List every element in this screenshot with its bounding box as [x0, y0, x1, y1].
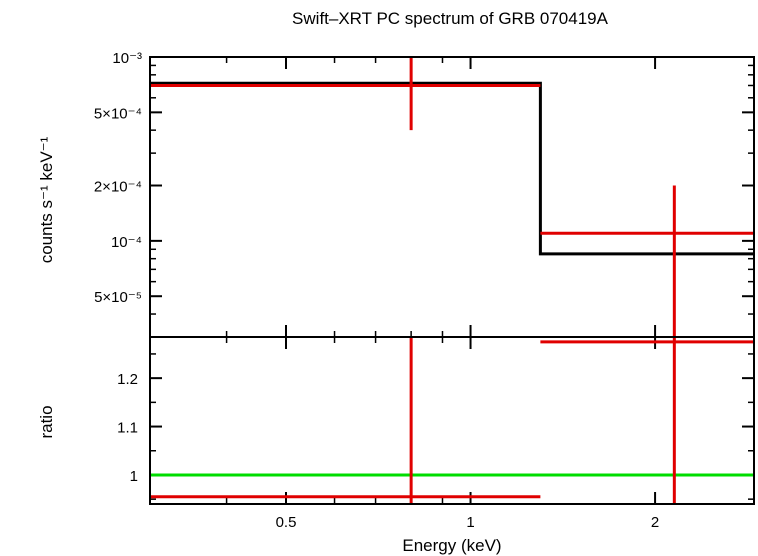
- y-tick-label-top: 10⁻⁴: [111, 234, 142, 251]
- top-panel-frame: [149, 56, 755, 338]
- top-panel-marks: [150, 57, 754, 337]
- chart-title: Swift–XRT PC spectrum of GRB 070419A: [292, 9, 609, 28]
- y-tick-label-bottom: 1.2: [117, 371, 138, 388]
- y-tick-label-top: 5×10⁻⁵: [94, 289, 142, 306]
- y-axis-label-bottom: ratio: [37, 405, 56, 438]
- y-tick-label-bottom: 1.1: [117, 420, 138, 437]
- x-tick-label: 0.5: [276, 514, 297, 531]
- model-step-line: [150, 81, 754, 256]
- x-tick-label: 2: [651, 514, 659, 531]
- data-point-top: [540, 185, 754, 337]
- y-tick-label-bottom: 1: [130, 468, 138, 485]
- top-panel-ticks: 10⁻³ 5×10⁻⁴ 2×10⁻⁴ 10⁻⁴ 5×10⁻⁵: [94, 50, 754, 338]
- data-point-top: [150, 57, 541, 131]
- data-point-ratio: [150, 337, 541, 504]
- bottom-panel-ticks: 0.5 1 2 1 1.1 1.2: [117, 57, 754, 531]
- y-tick-label-top: 10⁻³: [112, 50, 142, 67]
- y-axis-label-top: counts s⁻¹ keV⁻¹: [37, 136, 56, 263]
- x-tick-label: 1: [466, 514, 474, 531]
- data-point-ratio: [540, 337, 754, 504]
- x-axis-label: Energy (keV): [402, 536, 501, 555]
- y-tick-label-top: 5×10⁻⁴: [94, 105, 142, 122]
- bottom-panel-frame: [149, 336, 755, 505]
- y-tick-label-top: 2×10⁻⁴: [94, 179, 142, 196]
- bottom-panel-marks: [150, 337, 754, 504]
